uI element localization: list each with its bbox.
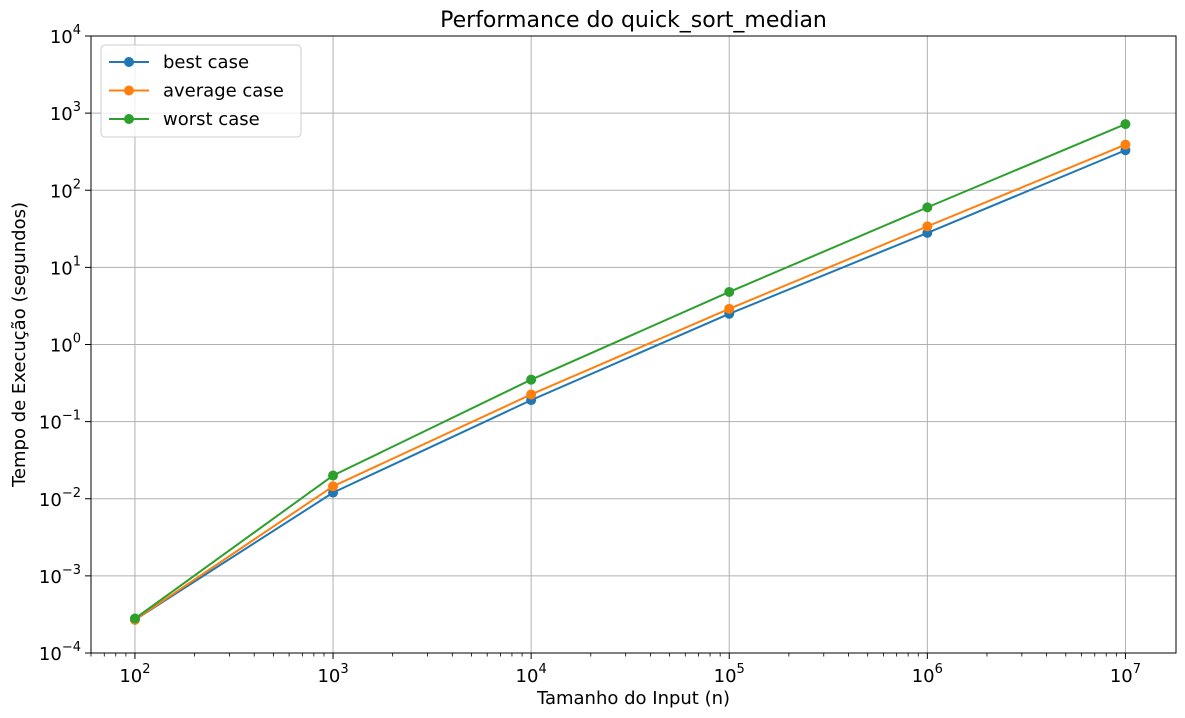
y-tick-base: 10 <box>50 104 73 125</box>
x-tick-base: 10 <box>714 666 737 687</box>
y-tick-exponent: 2 <box>73 177 81 192</box>
data-point <box>328 470 339 481</box>
series-best-case <box>129 145 1131 625</box>
grid-layer <box>91 35 1176 654</box>
y-tick-label: 10−2 <box>39 486 81 511</box>
y-tick-exponent: −3 <box>62 563 81 578</box>
y-tick-label: 10−4 <box>39 640 81 665</box>
y-tick-base: 10 <box>39 413 62 434</box>
data-point <box>724 303 735 314</box>
x-tick-exponent: 4 <box>538 662 546 677</box>
y-tick-exponent: 4 <box>73 23 81 38</box>
x-tick-exponent: 6 <box>935 662 943 677</box>
y-tick-exponent: −2 <box>62 486 81 501</box>
x-tick-base: 10 <box>1110 666 1133 687</box>
x-tick-label: 107 <box>1110 662 1141 687</box>
x-tick-label: 102 <box>119 662 150 687</box>
data-point <box>526 389 537 400</box>
legend-item: best case <box>109 52 249 73</box>
x-tick-base: 10 <box>912 666 935 687</box>
series-line <box>134 143 1126 621</box>
y-tick-base: 10 <box>39 567 62 588</box>
legend: best case average case worst case <box>100 44 302 138</box>
y-tick-base: 10 <box>50 258 73 279</box>
x-tick-base: 10 <box>516 666 539 687</box>
data-point <box>526 374 537 385</box>
legend-swatch-marker <box>124 85 134 96</box>
legend-label: worst case <box>163 109 260 130</box>
y-tick-exponent: 0 <box>73 332 81 347</box>
data-point <box>922 221 933 232</box>
x-tick-exponent: 3 <box>340 662 348 677</box>
series-line <box>134 149 1126 621</box>
data-point <box>1120 139 1131 150</box>
x-tick-base: 10 <box>119 666 142 687</box>
legend-swatch-marker <box>124 57 134 67</box>
y-tick-label: 100 <box>50 332 81 357</box>
data-point <box>328 481 339 492</box>
data-point <box>1120 119 1131 130</box>
y-tick-label: 101 <box>50 254 81 279</box>
x-tick-exponent: 2 <box>142 662 150 677</box>
y-tick-base: 10 <box>50 27 73 48</box>
x-tick-exponent: 7 <box>1133 662 1141 677</box>
tick-layer: 102 103 104 105 106 10710−410−310−210−1100101… <box>39 23 1141 687</box>
series-average-case <box>129 139 1131 625</box>
y-tick-label: 104 <box>50 23 81 48</box>
x-tick-base: 10 <box>317 666 340 687</box>
y-tick-label: 103 <box>50 100 81 125</box>
legend-item: worst case <box>109 109 260 130</box>
data-point <box>922 202 933 213</box>
x-tick-label: 103 <box>317 662 348 687</box>
y-tick-label: 10−1 <box>39 409 81 434</box>
series-layer <box>129 119 1131 625</box>
y-axis-label: Tempo de Execução (segundos) <box>9 202 30 488</box>
x-axis-label: Tamanho do Input (n) <box>536 688 730 709</box>
y-tick-exponent: −1 <box>62 409 81 424</box>
y-tick-label: 10−3 <box>39 563 81 588</box>
legend-item: average case <box>109 81 284 102</box>
data-point <box>129 613 140 624</box>
y-tick-base: 10 <box>39 490 62 511</box>
y-tick-base: 10 <box>39 644 62 665</box>
legend-label: best case <box>163 52 249 73</box>
series-line <box>134 123 1126 620</box>
data-point <box>724 286 735 297</box>
y-tick-exponent: 1 <box>73 254 81 269</box>
y-tick-base: 10 <box>50 336 73 357</box>
x-tick-label: 105 <box>714 662 745 687</box>
y-tick-label: 102 <box>50 177 81 202</box>
x-tick-label: 106 <box>912 662 943 687</box>
y-tick-exponent: −4 <box>62 640 81 655</box>
legend-box <box>100 44 302 138</box>
series-worst-case <box>129 119 1131 624</box>
x-tick-exponent: 5 <box>737 662 745 677</box>
legend-swatch-marker <box>124 114 134 124</box>
x-tick-label: 104 <box>516 662 547 687</box>
chart-title: Performance do quick_sort_median <box>440 8 827 33</box>
y-tick-base: 10 <box>50 181 73 202</box>
legend-label: average case <box>163 81 284 102</box>
y-tick-exponent: 3 <box>73 100 81 115</box>
